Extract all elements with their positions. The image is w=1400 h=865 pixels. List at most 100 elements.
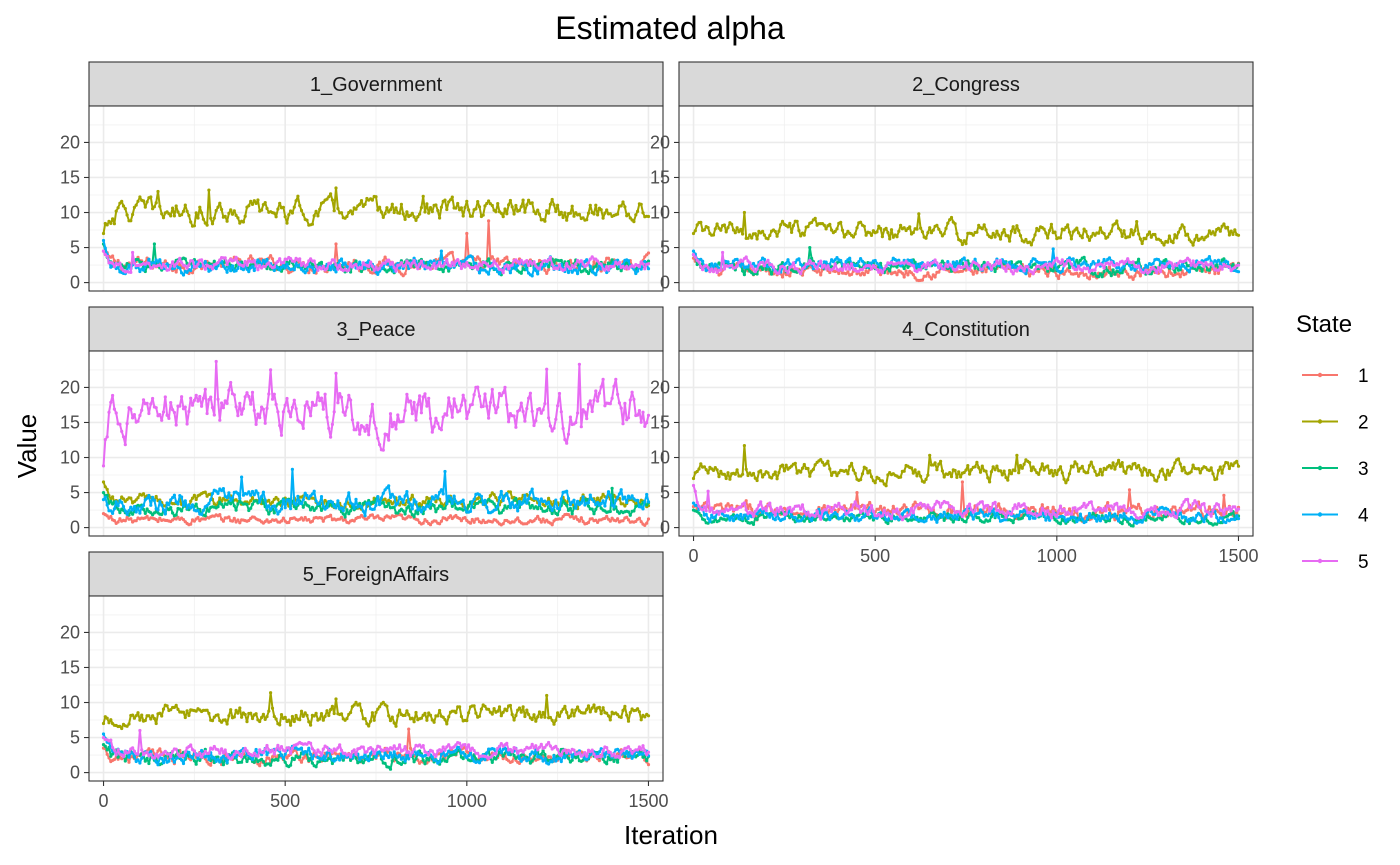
- data-point: [1086, 234, 1090, 239]
- data-point: [802, 233, 806, 237]
- data-point: [989, 267, 994, 271]
- data-point: [519, 205, 523, 209]
- data-point: [880, 235, 885, 239]
- data-point: [920, 230, 925, 234]
- data-point: [203, 387, 207, 391]
- data-point: [392, 420, 396, 424]
- data-point: [247, 204, 251, 208]
- data-point: [968, 268, 972, 272]
- data-point: [902, 226, 906, 230]
- data-point: [238, 258, 242, 262]
- data-point: [641, 262, 645, 266]
- data-point: [1075, 258, 1079, 262]
- data-point: [806, 225, 810, 229]
- data-point: [1189, 240, 1193, 244]
- data-point: [1044, 262, 1048, 266]
- data-point: [427, 211, 431, 215]
- data-point: [392, 210, 396, 215]
- data-point: [1024, 272, 1028, 276]
- data-point: [873, 258, 877, 263]
- data-point: [891, 235, 895, 239]
- data-point: [314, 209, 318, 213]
- data-point: [1222, 257, 1226, 261]
- data-point: [594, 389, 598, 393]
- data-point: [527, 396, 531, 400]
- data-point: [439, 428, 443, 432]
- data-point: [508, 490, 512, 494]
- data-point: [210, 406, 215, 410]
- data-point: [919, 268, 923, 272]
- data-point: [1051, 505, 1055, 509]
- data-point: [1077, 264, 1081, 268]
- data-point: [715, 264, 719, 268]
- data-point: [735, 264, 739, 268]
- data-point: [721, 250, 725, 255]
- data-point: [132, 413, 136, 417]
- data-point: [552, 426, 556, 430]
- data-point: [626, 259, 631, 263]
- data-point: [412, 215, 416, 219]
- data-point: [797, 228, 801, 233]
- data-point: [234, 269, 238, 273]
- data-point: [145, 496, 149, 500]
- data-point: [394, 427, 398, 431]
- data-point: [929, 277, 934, 281]
- data-point: [225, 263, 229, 267]
- data-point: [528, 490, 533, 494]
- data-point: [556, 404, 560, 408]
- data-point: [501, 498, 505, 503]
- data-point: [252, 258, 256, 263]
- data-point: [240, 412, 244, 416]
- data-point: [134, 519, 138, 523]
- data-point: [290, 467, 294, 471]
- data-point: [448, 264, 453, 268]
- data-point: [109, 400, 113, 404]
- data-point: [472, 497, 476, 501]
- data-point: [305, 268, 309, 272]
- data-point: [301, 261, 305, 265]
- data-point: [399, 513, 403, 517]
- data-point: [1037, 229, 1041, 233]
- data-point: [281, 498, 285, 502]
- data-point: [616, 212, 620, 216]
- data-point: [114, 209, 118, 213]
- data-point: [267, 261, 271, 265]
- data-point: [1169, 261, 1173, 265]
- data-point: [1220, 267, 1224, 271]
- data-point: [399, 497, 403, 501]
- data-point: [416, 518, 420, 522]
- data-point: [325, 267, 329, 271]
- data-point: [403, 217, 407, 221]
- data-point: [715, 468, 719, 472]
- data-point: [476, 255, 480, 259]
- data-point: [1164, 264, 1168, 268]
- data-point: [1126, 257, 1130, 261]
- data-point: [568, 211, 573, 215]
- data-point: [467, 208, 471, 212]
- data-point: [547, 265, 551, 269]
- data-point: [1028, 240, 1032, 244]
- data-point: [310, 505, 314, 509]
- data-point: [312, 489, 316, 493]
- data-point: [250, 202, 255, 206]
- data-point: [499, 511, 503, 515]
- data-point: [185, 422, 189, 426]
- data-point: [1122, 264, 1126, 268]
- data-point: [536, 272, 540, 276]
- data-point: [201, 396, 205, 400]
- data-point: [359, 269, 364, 274]
- data-point: [630, 494, 634, 498]
- data-point: [693, 229, 697, 233]
- data-point: [185, 506, 189, 510]
- data-point: [1082, 260, 1086, 264]
- data-point: [265, 257, 269, 261]
- data-point: [833, 229, 837, 233]
- data-point: [270, 500, 275, 504]
- data-point: [603, 404, 607, 408]
- data-point: [519, 271, 523, 275]
- data-point: [294, 262, 298, 266]
- data-point: [984, 228, 988, 232]
- data-point: [1176, 230, 1181, 234]
- data-point: [599, 262, 603, 266]
